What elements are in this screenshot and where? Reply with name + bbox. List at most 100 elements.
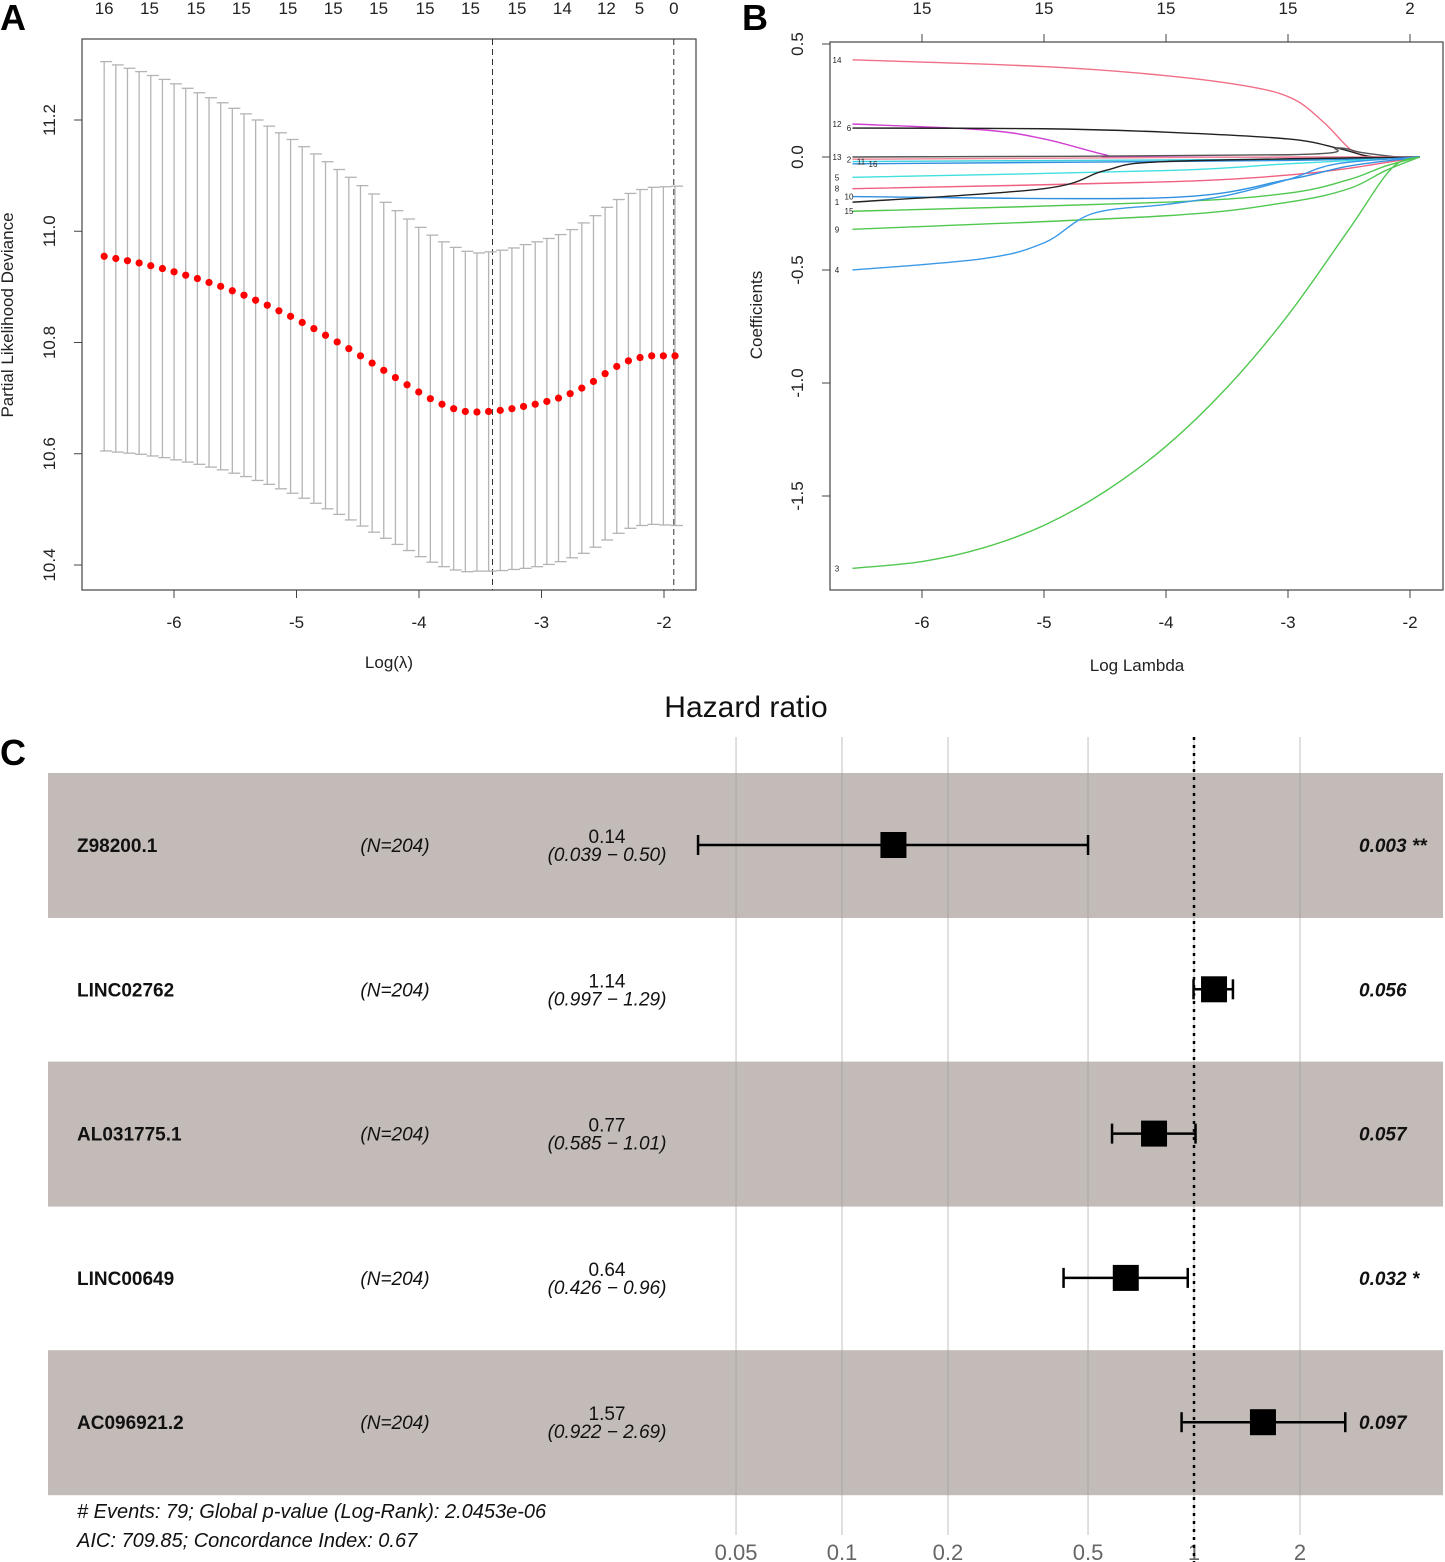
mean-point [333,338,341,346]
mean-point [356,352,365,360]
p-value: 0.056 [1359,980,1407,1001]
mean-point [648,352,656,360]
mean-point [613,362,621,371]
coef-path-9 [852,156,1421,231]
variable-name: Z98200.1 [77,836,158,857]
coef-label: 5 [835,173,840,182]
footer-stat: AIC: 709.85; Concordance Index: 0.67 [76,1530,418,1552]
mean-point [240,291,248,299]
panel-a-cv-plot: -6 -5 -4 -3 -2 10.4 10.6 10.8 11.0 11.2 16 15 15 15 15… [0,0,697,672]
mean-point [554,394,563,402]
coef-path-1 [852,156,1420,203]
sample-size: (N=204) [360,1413,429,1434]
coef-label: 12 [833,120,842,129]
p-value: 0.057 [1359,1125,1408,1146]
top-axis-label: 15 [508,0,527,18]
hazard-ratio-value: 0.64 [589,1260,626,1281]
y-tick-label: 0.5 [788,32,807,56]
coef-label: 8 [835,185,840,194]
coef-path-3 [852,156,1421,570]
hazard-ratio-marker [1201,976,1228,1003]
mean-point [531,400,539,408]
hazard-ratio-value: 1.14 [589,971,626,992]
sample-size: (N=204) [360,836,429,857]
x-tick-label: -3 [534,613,549,632]
variable-name: AL031775.1 [77,1125,182,1146]
p-value: 0.097 [1359,1413,1408,1434]
top-axis-label: 15 [278,0,297,18]
x-tick-label: -5 [1036,613,1051,632]
coef-label: 15 [845,207,854,216]
mean-point [659,352,667,360]
x-tick-label: -6 [914,613,929,632]
x-axis-title: Log Lambda [1090,656,1185,675]
panel-label-b: B [742,0,768,38]
top-axis-label: 14 [553,0,572,18]
coef-label: 11 [857,158,866,167]
p-value: 0.032 * [1359,1269,1421,1290]
panel-label-c: C [0,732,26,773]
x-tick-label: -5 [289,613,304,632]
mean-point [228,287,236,295]
mean-point [310,324,318,333]
coef-label: 14 [833,56,842,65]
mean-point [403,381,411,389]
mean-point [217,282,225,290]
mean-point [135,259,143,267]
sample-size: (N=204) [360,1125,429,1146]
top-axis-label: 16 [95,0,114,18]
hazard-ratio-marker [880,832,907,858]
mean-point [601,370,609,378]
sample-size: (N=204) [360,1269,429,1290]
y-tick-label: -0.5 [788,255,807,284]
sample-size: (N=204) [360,980,429,1001]
x-tick-label: -3 [1280,613,1295,632]
mean-point [193,274,201,283]
mean-point [182,271,190,279]
top-axis-label: 15 [140,0,159,18]
mean-point [380,366,388,374]
mean-point [589,377,598,386]
x-tick-label: 2 [1294,1540,1306,1562]
mean-point [671,352,679,360]
y-tick-label: -1.5 [788,481,807,510]
coef-label: 16 [869,160,878,169]
x-tick-label: -4 [411,613,426,632]
mean-point [496,406,504,414]
x-tick-label: -4 [1158,613,1173,632]
x-tick-label: -2 [1402,613,1417,632]
hazard-ratio-value: 1.57 [589,1404,626,1425]
coef-label: 2 [847,155,852,164]
coef-path-4 [852,156,1420,271]
mean-point [263,301,271,309]
hazard-ratio-marker [1112,1264,1139,1291]
y-axis-title: Coefficients [747,271,766,360]
top-axis-label: 15 [913,0,932,18]
top-axis-label: 5 [635,0,644,18]
y-tick-label: 10.4 [40,548,59,581]
top-axis-label: 15 [461,0,480,18]
y-tick-label: 10.8 [40,326,59,359]
mean-point [368,359,376,367]
mean-point [321,331,330,339]
confidence-interval: (0.039 − 0.50) [548,845,667,866]
coef-path-6 [852,127,1420,159]
mean-point [473,408,481,416]
coef-path-10 [852,156,1420,200]
confidence-interval: (0.585 − 1.01) [548,1134,667,1155]
panel-b-coefficient-paths: 14 12 6 13 2 11 16 5 8 10 1 15 9 4 3 -6 -5 -4 -3 -2 0.5 0.0 -0… [747,0,1444,675]
hazard-ratio-value: 0.14 [589,827,626,848]
top-axis-label: 15 [1035,0,1054,18]
top-axis-label: 15 [416,0,435,18]
mean-point [636,353,644,362]
x-tick-label: 0.2 [933,1540,964,1562]
variable-name: LINC02762 [77,980,174,1001]
mean-point [158,264,167,273]
y-tick-label: 10.6 [40,437,59,470]
coef-label: 13 [833,153,842,162]
mean-point [578,384,586,392]
mean-point [438,400,446,408]
coef-label: 6 [847,124,852,133]
x-tick-label: -2 [656,613,671,632]
row-band [48,1061,1443,1207]
